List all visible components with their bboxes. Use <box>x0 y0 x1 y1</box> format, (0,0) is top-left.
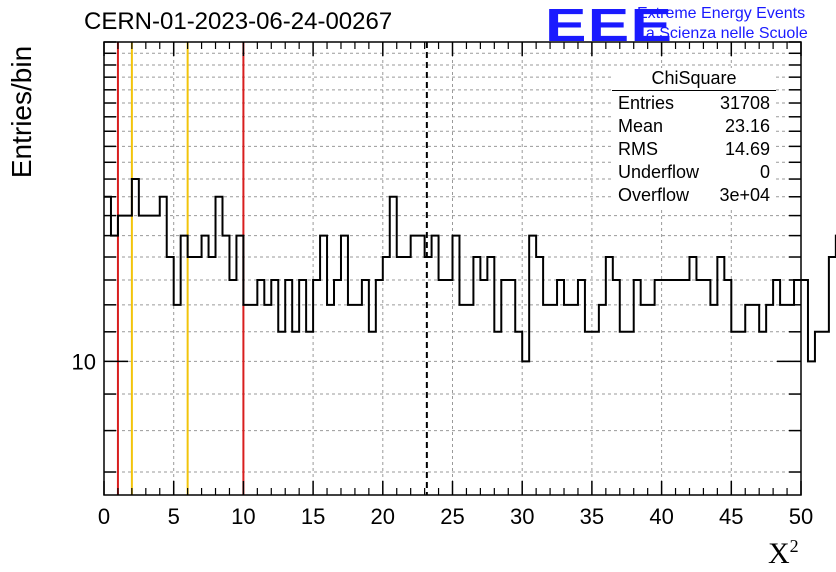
logo-line-2: La Scienza nelle Scuole <box>637 25 808 42</box>
x-tick-label: 30 <box>510 504 534 529</box>
x-axis-label-exponent: 2 <box>789 536 799 556</box>
chart-title: CERN-01-2023-06-24-00267 <box>84 8 393 35</box>
stats-row: Entries 31708 <box>612 92 776 115</box>
stats-title: ChiSquare <box>612 68 776 91</box>
x-tick-label: 25 <box>440 504 464 529</box>
stats-value: 31708 <box>719 93 770 113</box>
x-axis-label-base: X <box>768 537 790 570</box>
stats-row: Mean 23.16 <box>612 115 776 138</box>
stats-label: Entries <box>618 93 675 113</box>
axis-ticks <box>103 41 802 495</box>
x-tick-label: 50 <box>789 504 813 529</box>
y-tick-label: 10 <box>72 349 96 374</box>
eee-logo: EEE <box>545 0 674 51</box>
tick-labels: 0 5 10 15 20 25 30 35 40 45 50 10 <box>72 349 814 529</box>
stats-value: 0 <box>759 162 770 182</box>
x-tick-label: 0 <box>98 504 110 529</box>
x-tick-label: 35 <box>580 504 604 529</box>
stats-label: Underflow <box>618 162 700 182</box>
logo-line-1: Extreme Energy Events <box>637 5 806 22</box>
stats-value: 23.16 <box>724 116 770 136</box>
reference-lines <box>116 42 428 495</box>
x-tick-label: 5 <box>168 504 180 529</box>
stats-value: 3e+04 <box>719 185 770 205</box>
stats-row: Underflow 0 <box>612 161 776 184</box>
x-tick-label: 20 <box>371 504 395 529</box>
plot-frame <box>103 41 802 496</box>
stats-value: 14.69 <box>724 139 770 159</box>
stats-label: Mean <box>618 116 664 136</box>
stats-box: ChiSquare Entries 31708 Mean 23.16 RMS 14.6… <box>612 68 776 207</box>
x-tick-label: 10 <box>231 504 255 529</box>
x-tick-label: 40 <box>649 504 673 529</box>
x-tick-label: 45 <box>719 504 743 529</box>
stats-row: RMS 14.69 <box>612 138 776 161</box>
stats-label: RMS <box>618 139 658 159</box>
stats-row: Overflow 3e+04 <box>612 184 776 207</box>
x-axis-label: X2 <box>768 536 799 571</box>
stats-label: Overflow <box>618 185 690 205</box>
y-axis-label: Entries/bin <box>6 45 37 179</box>
x-tick-label: 15 <box>301 504 325 529</box>
